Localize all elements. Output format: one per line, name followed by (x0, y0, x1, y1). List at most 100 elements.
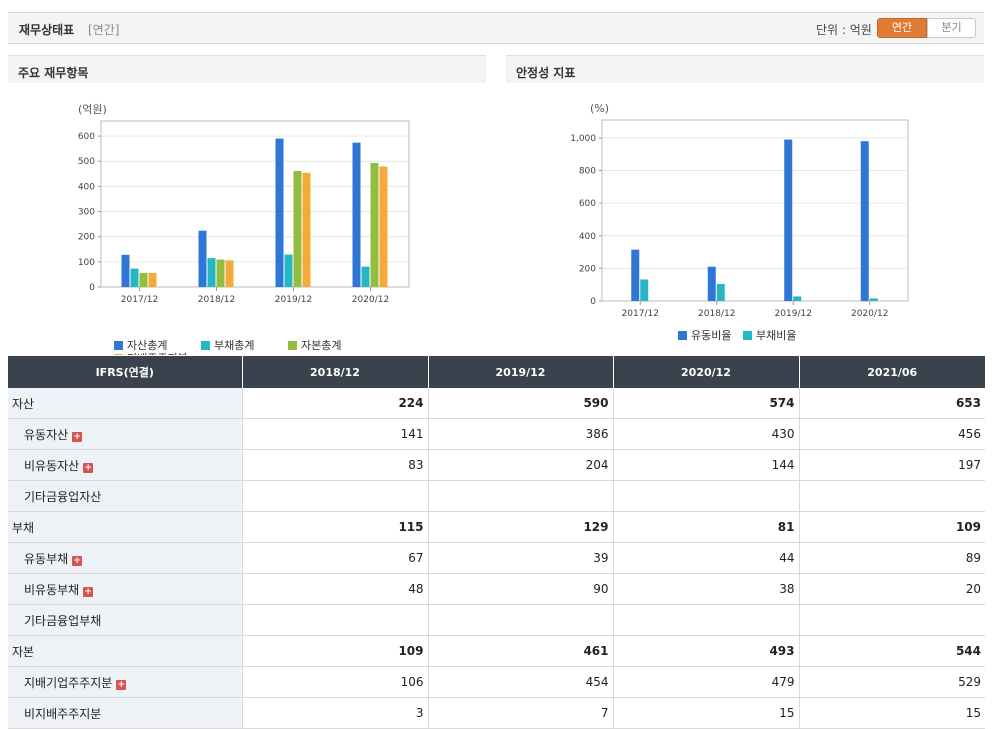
expand-plus-icon[interactable]: + (72, 431, 83, 442)
y-tick-label: 1,000 (570, 134, 596, 144)
period-subtitle: [연간] (88, 23, 120, 37)
bar-부채총계 (207, 258, 216, 287)
row-label: 유동자산 (24, 427, 69, 442)
y-tick-label: 400 (78, 182, 95, 192)
value-cell: 3 (241, 697, 428, 729)
column-header: 2019/12 (427, 356, 613, 388)
bar-자본총계 (293, 171, 302, 287)
row-label-cell: 비유동부채 + (8, 573, 242, 605)
expand-plus-icon[interactable]: + (72, 555, 83, 566)
bar-부채총계 (284, 254, 293, 287)
y-tick-label: 500 (78, 157, 95, 167)
row-label-cell: 기타금융업부채 (8, 604, 242, 636)
column-header: 2020/12 (612, 356, 799, 388)
row-label-cell: 지배기업주주지분 + (8, 666, 242, 698)
bar-자본총계 (370, 163, 379, 287)
table-row: 비지배주주지분 3 7 15 15 (8, 697, 985, 729)
expand-plus-icon[interactable]: + (116, 679, 127, 690)
value-cell (612, 604, 799, 636)
y-tick-label: 300 (78, 208, 95, 218)
bar-유동비율 (784, 139, 793, 301)
value-cell: 461 (427, 635, 613, 667)
x-tick-label: 2020/12 (352, 295, 389, 305)
stability-chart: (%) 0 200 400 600 800 1,000 2017/12 2018/12 2019/… (570, 102, 909, 342)
value-cell (612, 480, 799, 512)
value-cell: 544 (798, 635, 985, 667)
annual-toggle-button[interactable]: 연간 (877, 18, 927, 38)
row-label: 부채 (12, 520, 35, 535)
table-row: 부채 115 129 81 109 (8, 511, 985, 543)
row-label-cell: 기타금융업자산 (8, 480, 242, 512)
plot-area (601, 119, 909, 302)
value-cell: 7 (427, 697, 613, 729)
row-label-cell: 유동자산 + (8, 418, 242, 450)
legend-swatch (114, 354, 123, 363)
value-cell: 141 (241, 418, 428, 450)
value-cell: 109 (241, 635, 428, 667)
table-row: 비유동부채 +48 90 38 20 (8, 573, 985, 605)
y-tick-label: 200 (78, 233, 95, 243)
quarter-toggle-button[interactable]: 분기 (927, 18, 976, 38)
bar-지배주주지분 (302, 172, 311, 287)
y-tick-label: 600 (78, 132, 95, 142)
bar-지배주주지분 (148, 272, 157, 287)
value-cell: 386 (427, 418, 613, 450)
value-cell: 493 (612, 635, 799, 667)
unit-label: 단위 : 억원 (816, 23, 872, 37)
value-cell (798, 604, 985, 636)
legend-label: 부채비율 (756, 329, 796, 342)
table-row: 기타금융업부채 (8, 604, 985, 636)
legend-label: 유동비율 (691, 329, 731, 342)
value-cell: 224 (241, 388, 428, 419)
legend-swatch (743, 331, 752, 340)
row-label: 자본 (12, 644, 35, 659)
legend-label: 지배주주지분 (127, 352, 188, 355)
value-cell: 574 (612, 388, 799, 419)
value-cell: 653 (798, 388, 985, 419)
value-cell: 44 (612, 542, 799, 574)
legend-swatch (201, 341, 210, 350)
table-header-row: IFRS(연결) 2018/12 2019/12 2020/12 2021/06 (8, 356, 985, 388)
table-row: 지배기업주주지분 +106 454 479 529 (8, 666, 985, 698)
bar-자산총계 (121, 254, 130, 287)
value-cell: 15 (798, 697, 985, 729)
y-tick-label: 600 (579, 199, 596, 209)
bar-부채비율 (640, 279, 649, 301)
y-tick-label: 0 (89, 283, 95, 293)
table-row: 기타금융업자산 (8, 480, 985, 512)
bar-유동비율 (707, 266, 716, 301)
legend-label: 부채총계 (214, 339, 254, 352)
value-cell: 115 (241, 511, 428, 543)
value-cell (241, 480, 428, 512)
value-cell: 67 (241, 542, 428, 574)
y-tick-label: 400 (579, 232, 596, 242)
value-cell: 454 (427, 666, 613, 698)
bar-부채총계 (361, 266, 370, 287)
bar-지배주주지분 (379, 166, 388, 287)
row-label: 비지배주주지분 (24, 706, 102, 721)
value-cell: 197 (798, 449, 985, 481)
value-cell: 38 (612, 573, 799, 605)
bar-자산총계 (198, 230, 207, 287)
table-row: 자산 224 590 574 653 (8, 388, 985, 419)
value-cell: 144 (612, 449, 799, 481)
value-cell (241, 604, 428, 636)
value-cell (798, 480, 985, 512)
column-header: 2018/12 (241, 356, 428, 388)
stability-title: 안정성 지표 (506, 55, 984, 83)
row-label: 기타금융업자산 (24, 489, 102, 504)
expand-plus-icon[interactable]: + (83, 586, 94, 597)
table-row: 유동부채 +67 39 44 89 (8, 542, 985, 574)
unit-label: (%) (590, 102, 609, 115)
legend-label: 자본총계 (301, 339, 341, 352)
bar-자산총계 (352, 142, 361, 287)
expand-plus-icon[interactable]: + (83, 462, 94, 473)
legend-swatch (114, 341, 123, 350)
balance-sheet-table: IFRS(연결) 2018/12 2019/12 2020/12 2021/06… (8, 356, 985, 729)
value-cell: 20 (798, 573, 985, 605)
value-cell: 39 (427, 542, 613, 574)
row-label: 유동부채 (24, 551, 69, 566)
row-label: 비유동자산 (24, 458, 80, 473)
bar-지배주주지분 (225, 260, 234, 287)
row-label: 기타금융업부채 (24, 613, 102, 628)
